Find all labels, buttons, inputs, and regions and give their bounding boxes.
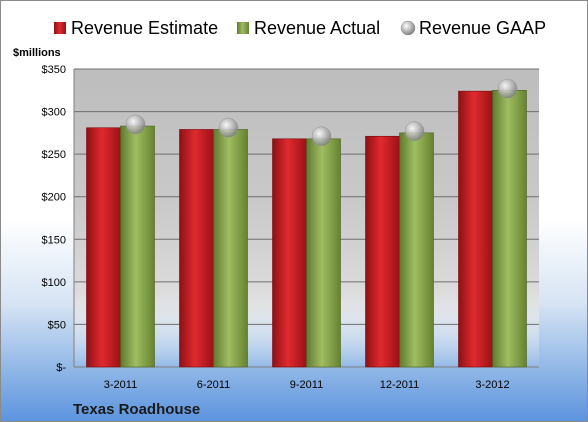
marker-revenue-gaap bbox=[125, 114, 146, 135]
y-tick-label: $150 bbox=[42, 234, 66, 246]
bar-revenue-actual bbox=[492, 89, 527, 368]
x-tick-label: 3-2012 bbox=[475, 379, 509, 391]
bar-revenue-actual bbox=[120, 125, 155, 368]
bar-revenue-estimate bbox=[272, 138, 307, 368]
company-name: Texas Roadhouse bbox=[73, 401, 200, 418]
bars bbox=[86, 89, 527, 368]
bar-revenue-actual bbox=[306, 138, 341, 368]
bar-revenue-estimate bbox=[179, 129, 214, 368]
y-axis-unit-label: $millions bbox=[13, 47, 61, 59]
legend-label: Revenue Estimate bbox=[71, 18, 218, 38]
marker-revenue-gaap bbox=[497, 78, 518, 99]
bar-revenue-actual bbox=[399, 132, 434, 368]
y-tick-label: $250 bbox=[42, 149, 66, 161]
y-tick-label: $350 bbox=[42, 64, 66, 76]
y-tick-label: $100 bbox=[42, 277, 66, 289]
bar-revenue-actual bbox=[213, 129, 248, 368]
marker-revenue-gaap bbox=[404, 121, 425, 141]
x-tick-label: 3-2011 bbox=[104, 379, 137, 391]
bar-revenue-estimate bbox=[86, 127, 121, 368]
x-axis-ticks: 3-2011 6-2011 9-2011 12-2011 3-2012 bbox=[104, 379, 510, 391]
legend-swatch-revenue-estimate bbox=[54, 22, 66, 34]
y-axis-ticks: $- $50 $100 $150 $200 $250 $300 $350 bbox=[42, 64, 67, 374]
legend-swatch-revenue-gaap bbox=[400, 20, 416, 36]
marker-revenue-gaap bbox=[311, 126, 332, 147]
legend-swatch-revenue-actual bbox=[237, 22, 249, 34]
y-tick-label: $300 bbox=[42, 107, 66, 119]
legend: Revenue Estimate Revenue Actual Revenue GA… bbox=[54, 18, 546, 38]
bar-revenue-estimate bbox=[458, 90, 493, 368]
legend-label: Revenue Actual bbox=[254, 18, 380, 38]
y-tick-label: $- bbox=[56, 362, 66, 374]
y-tick-label: $50 bbox=[48, 319, 66, 331]
gaap-markers bbox=[125, 78, 518, 147]
bar-revenue-estimate bbox=[365, 135, 400, 368]
x-tick-label: 12-2011 bbox=[380, 379, 420, 391]
legend-label: Revenue GAAP bbox=[419, 18, 546, 38]
marker-revenue-gaap bbox=[218, 117, 239, 138]
y-tick-label: $200 bbox=[42, 192, 66, 204]
x-tick-label: 6-2011 bbox=[197, 379, 230, 391]
x-tick-label: 9-2011 bbox=[290, 379, 323, 391]
